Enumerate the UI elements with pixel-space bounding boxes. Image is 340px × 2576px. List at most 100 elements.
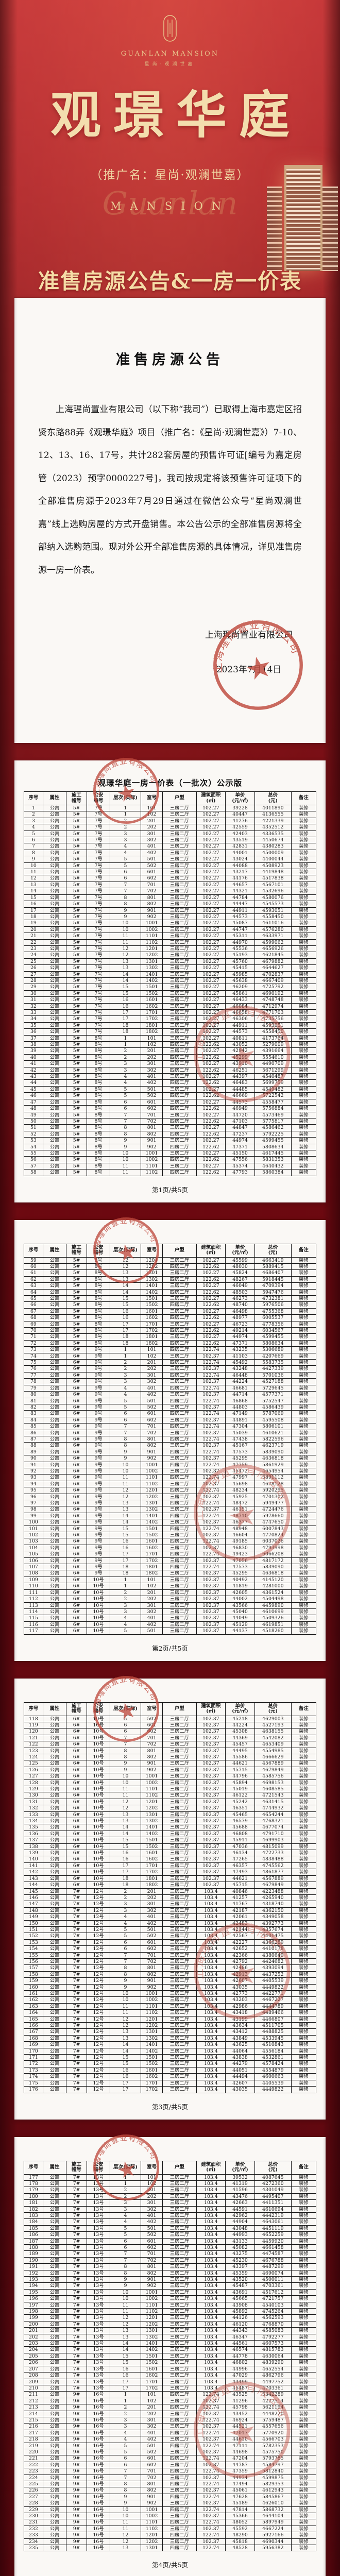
- cell: 装修: [291, 1589, 317, 1597]
- cell: 公寓: [42, 817, 67, 825]
- cell: 9号: [86, 1538, 111, 1545]
- cell: 四房二厅: [162, 1289, 197, 1296]
- cell: 102.37: [196, 2474, 226, 2482]
- cell: 12: [110, 1487, 141, 1494]
- cell: 三房二厅: [162, 1728, 197, 1735]
- cell: 44847: [225, 1124, 255, 1131]
- unit-row: 225 公寓 9# 16号 8 801 四房二厅 122.74 47494 5829353 装修: [24, 2480, 317, 2488]
- cell: 三房二厅: [162, 913, 197, 921]
- cell: 装修: [291, 2474, 317, 2482]
- cell: 公寓: [42, 1455, 67, 1462]
- cell: 170: [24, 2047, 43, 2055]
- cell: 2: [110, 2404, 141, 2411]
- cell: 103.4: [196, 1977, 226, 1985]
- unit-row: 144 公寓 6# 10号 18 1802 三房二厅 102.37 45715 4679849 装修: [24, 1882, 317, 1889]
- cell: 4450674: [254, 837, 292, 844]
- cell: 13号: [86, 2187, 111, 2194]
- cell: 7号: [86, 990, 111, 997]
- cell: 公寓: [42, 856, 67, 863]
- cell: 三房二厅: [162, 2295, 197, 2302]
- cell: 三房二厅: [162, 2340, 197, 2347]
- cell: 116: [24, 1621, 43, 1629]
- cell: 公寓: [42, 2327, 67, 2334]
- cell: 102.37: [196, 1467, 226, 1475]
- cell: 装修: [291, 1442, 317, 1449]
- cell: 7#: [66, 2333, 87, 2341]
- cell: 9: [110, 1143, 141, 1150]
- cell: 公寓: [42, 1384, 67, 1392]
- cell: 4610694: [254, 2206, 292, 2213]
- cell: 5889415: [254, 1263, 292, 1270]
- cell: 装修: [291, 811, 317, 818]
- cell: 118: [24, 1715, 43, 1722]
- cell: 200: [24, 2320, 43, 2328]
- cell: 四房二厅: [162, 1156, 197, 1163]
- cell: 133: [24, 1811, 43, 1819]
- cell: 三房二厅: [162, 1467, 197, 1475]
- cell: 四房二厅: [162, 1499, 197, 1507]
- cell: 装修: [291, 888, 317, 895]
- cell: 公寓: [42, 2404, 67, 2411]
- cell: 装修: [291, 2231, 317, 2239]
- cell: 13: [110, 1499, 141, 1507]
- cell: 6#: [66, 1728, 87, 1735]
- cell: 701: [140, 1111, 163, 1118]
- cell: 1: [110, 1583, 141, 1590]
- cell: 三房二厅: [162, 2436, 197, 2443]
- cell: 4748748: [254, 996, 292, 1004]
- cell: 四房二厅: [162, 1487, 197, 1494]
- cell: 7号: [86, 945, 111, 953]
- cell: 10: [110, 2513, 141, 2520]
- cell: 35: [24, 1022, 43, 1029]
- cell: 43452: [225, 2410, 255, 2417]
- cell: 402: [140, 1391, 163, 1398]
- cell: 4532861: [254, 2054, 292, 2061]
- cell: 7: [110, 1734, 141, 1742]
- column-header: 室号: [140, 791, 163, 805]
- cell: 7#: [66, 2295, 87, 2302]
- cell: 装修: [291, 913, 317, 921]
- cell: 3: [110, 1066, 141, 1074]
- cell: 103.4: [196, 2250, 226, 2258]
- unit-row: 73 公寓 6# 9号 1 101 四房二厅 122.74 43235 5306689 装修: [24, 1346, 317, 1353]
- cell: 5583735: [254, 1359, 292, 1366]
- cell: 装修: [291, 2461, 317, 2469]
- unit-row: 78 公寓 6# 9号 3 302 三房二厅 102.37 44224 4527188 装修: [24, 1378, 317, 1385]
- cell: 9号: [86, 1384, 111, 1392]
- cell: 502: [140, 2231, 163, 2239]
- cell: 4495407: [254, 2193, 292, 2200]
- unit-row: 112 公寓 6# 10号 2 202 三房二厅 102.37 44002 4504498 装修: [24, 1596, 317, 1603]
- cell: 公寓: [42, 1035, 67, 1042]
- cell: 103.4: [196, 2041, 226, 2048]
- cell: 公寓: [42, 1467, 67, 1475]
- cell: 3: [110, 2199, 141, 2207]
- cell: 11: [110, 939, 141, 946]
- unit-row: 173 公寓 7# 12号 16 1601 三房二厅 103.4 44051 4554879 装修: [24, 2066, 317, 2074]
- cell: 装修: [291, 1869, 317, 1876]
- cell: 4661458: [254, 2244, 292, 2251]
- cell: 122.62: [196, 1079, 226, 1087]
- cell: 45150: [225, 1149, 255, 1157]
- cell: 4: [110, 2212, 141, 2219]
- cell: 装修: [291, 1913, 317, 1921]
- cell: 13号: [86, 2174, 111, 2181]
- cell: 44911: [225, 907, 255, 914]
- cell: 122.74: [196, 1435, 226, 1443]
- cell: 122.74: [196, 2429, 226, 2437]
- cell: 83: [24, 1410, 43, 1417]
- cell: 4619851: [254, 1621, 292, 1629]
- cell: 6: [24, 837, 43, 844]
- cell: 三房二厅: [162, 1269, 197, 1277]
- cell: 102.27: [196, 1003, 226, 1010]
- cell: 装修: [291, 2257, 317, 2264]
- cell: 25: [24, 958, 43, 965]
- cell: 4: [110, 1384, 141, 1392]
- cell: 12: [110, 2532, 141, 2539]
- cell: 4644104: [254, 2513, 292, 2520]
- cell: 5956382: [254, 2545, 292, 2552]
- cell: 44051: [225, 2066, 255, 2074]
- cell: 18: [110, 1340, 141, 1347]
- cell: 122.74: [196, 2506, 226, 2514]
- cell: 6#: [66, 1519, 87, 1526]
- cell: 199: [24, 2314, 43, 2321]
